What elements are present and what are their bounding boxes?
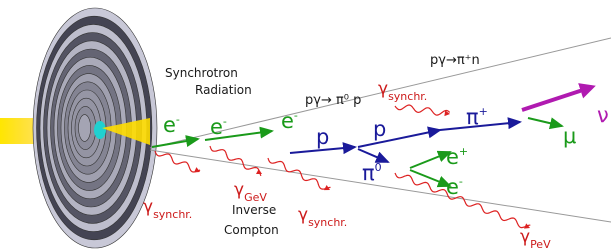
- particle: γsynchr.: [143, 197, 192, 221]
- arrow: [410, 170, 450, 186]
- label: Radiation: [195, 83, 252, 97]
- arrow: [152, 139, 198, 147]
- symbol: γ: [234, 180, 244, 200]
- symbol: e: [163, 113, 176, 137]
- photon-head: [194, 167, 200, 172]
- particle: e-: [163, 113, 180, 137]
- subscript: PeV: [530, 238, 551, 251]
- symbol: γ: [378, 79, 388, 99]
- particle: μ: [563, 124, 576, 148]
- particle: γGeV: [234, 180, 267, 204]
- core: [94, 121, 106, 139]
- symbol: γ: [298, 205, 308, 225]
- particle: e-: [210, 115, 227, 139]
- label: Compton: [224, 223, 279, 237]
- particle: e+: [446, 145, 468, 169]
- source: [0, 8, 157, 248]
- arrow: [522, 87, 592, 110]
- subscript: synchr.: [153, 208, 192, 221]
- particle: ν: [597, 103, 609, 127]
- superscript: -: [176, 113, 180, 126]
- arrow: [410, 152, 450, 168]
- ring: [79, 115, 91, 142]
- particle: e-: [281, 109, 298, 133]
- particle: p: [316, 125, 329, 149]
- subscript: synchr.: [308, 216, 347, 229]
- symbol: ν: [597, 103, 609, 127]
- particle: e-: [446, 175, 463, 199]
- particle: γsynchr.: [298, 205, 347, 229]
- superscript: +: [459, 145, 468, 158]
- superscript: 0: [375, 161, 382, 174]
- arrow: [528, 118, 562, 126]
- photon: [395, 105, 450, 115]
- subscript: GeV: [244, 191, 267, 204]
- particle: π0: [362, 161, 382, 185]
- superscript: -: [459, 175, 463, 188]
- symbol: γ: [143, 197, 153, 217]
- arrow: [358, 130, 440, 147]
- symbol: μ: [563, 124, 576, 148]
- diagram: Synchrotron Radiation Inverse Compton pγ…: [0, 0, 611, 252]
- reaction: pγ→π⁺n: [430, 53, 480, 68]
- photon-head: [256, 169, 262, 174]
- label: Synchrotron: [165, 66, 238, 80]
- arrow: [440, 122, 520, 130]
- symbol: e: [446, 145, 459, 169]
- particle: p: [373, 117, 386, 141]
- particle: γsynchr.: [378, 79, 427, 103]
- reaction: pγ→ π⁰ p: [305, 93, 361, 108]
- symbol: π: [362, 161, 375, 185]
- symbol: e: [281, 109, 294, 133]
- symbol: γ: [520, 227, 530, 247]
- symbol: p: [373, 117, 386, 141]
- label: Inverse: [232, 203, 276, 217]
- subscript: synchr.: [388, 90, 427, 103]
- symbol: e: [446, 175, 459, 199]
- superscript: -: [294, 109, 298, 122]
- particle: γPeV: [520, 227, 551, 251]
- symbol: e: [210, 115, 223, 139]
- symbol: π: [466, 105, 479, 129]
- symbol: p: [316, 125, 329, 149]
- superscript: -: [223, 115, 227, 128]
- superscript: +: [479, 105, 488, 118]
